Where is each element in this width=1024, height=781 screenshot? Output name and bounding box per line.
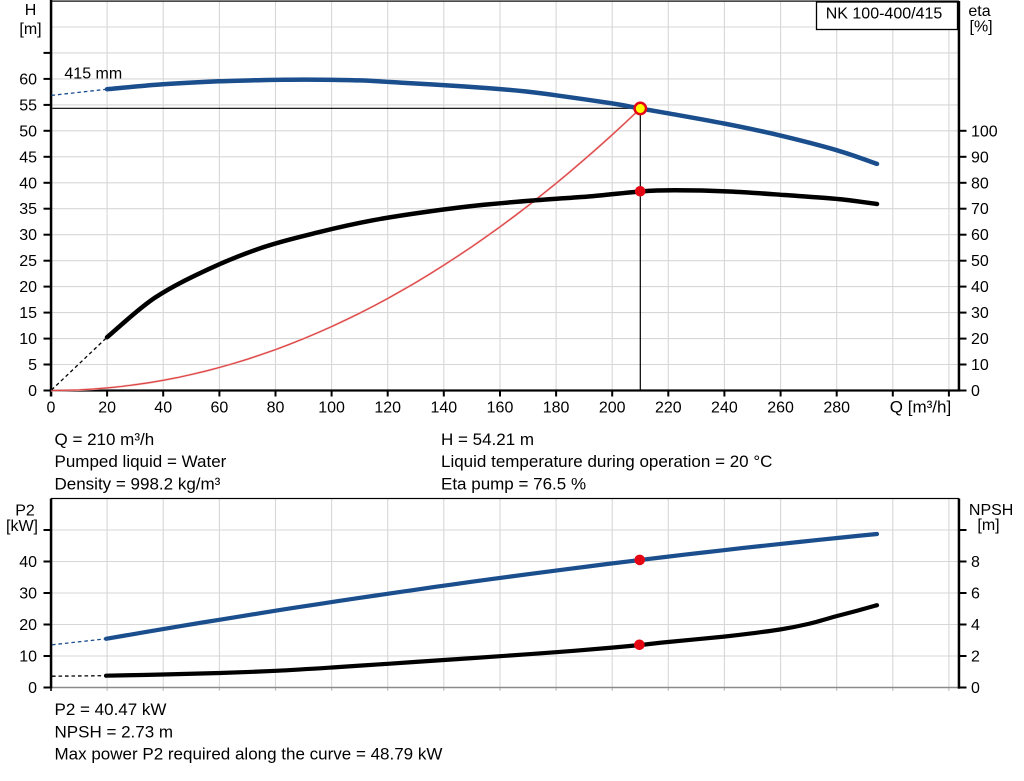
svg-text:55: 55 (19, 97, 37, 114)
svg-text:240: 240 (711, 400, 738, 417)
svg-text:0: 0 (28, 680, 37, 697)
svg-text:60: 60 (19, 71, 37, 88)
svg-text:[m]: [m] (19, 21, 41, 38)
svg-text:30: 30 (19, 586, 37, 603)
svg-text:20: 20 (98, 400, 116, 417)
svg-text:100: 100 (318, 400, 345, 417)
svg-text:H = 54.21 m: H = 54.21 m (441, 430, 534, 449)
svg-text:60: 60 (211, 400, 229, 417)
svg-text:10: 10 (19, 331, 37, 348)
svg-text:Q [m³/h]: Q [m³/h] (890, 398, 951, 417)
svg-text:35: 35 (19, 201, 37, 218)
svg-text:260: 260 (767, 400, 794, 417)
svg-text:50: 50 (19, 123, 37, 140)
svg-text:30: 30 (971, 305, 989, 322)
svg-text:0: 0 (971, 680, 980, 697)
svg-text:50: 50 (971, 253, 989, 270)
svg-text:8: 8 (971, 554, 980, 571)
svg-text:15: 15 (19, 305, 37, 322)
svg-text:40: 40 (19, 175, 37, 192)
svg-text:6: 6 (971, 586, 980, 603)
svg-text:NPSH = 2.73 m: NPSH = 2.73 m (55, 722, 174, 741)
svg-text:100: 100 (971, 123, 998, 140)
svg-text:80: 80 (267, 400, 285, 417)
svg-text:20: 20 (19, 279, 37, 296)
svg-text:20: 20 (19, 617, 37, 634)
svg-text:Liquid temperature during oper: Liquid temperature during operation = 20… (441, 452, 772, 471)
svg-text:90: 90 (971, 149, 989, 166)
svg-text:180: 180 (543, 400, 570, 417)
svg-text:10: 10 (19, 649, 37, 666)
svg-text:0: 0 (28, 383, 37, 400)
svg-text:10: 10 (971, 357, 989, 374)
svg-text:120: 120 (374, 400, 401, 417)
svg-text:Eta pump = 76.5 %: Eta pump = 76.5 % (441, 474, 586, 493)
svg-text:[m]: [m] (977, 517, 999, 534)
svg-text:[kW]: [kW] (6, 518, 38, 535)
svg-text:Density = 998.2 kg/m³: Density = 998.2 kg/m³ (55, 474, 221, 493)
svg-text:eta: eta (968, 3, 990, 20)
svg-text:Pumped liquid = Water: Pumped liquid = Water (55, 452, 227, 471)
svg-text:25: 25 (19, 253, 37, 270)
svg-text:P2: P2 (15, 503, 35, 520)
svg-text:0: 0 (971, 383, 980, 400)
svg-text:280: 280 (823, 400, 850, 417)
svg-text:415 mm: 415 mm (64, 65, 122, 82)
svg-text:40: 40 (971, 279, 989, 296)
svg-text:80: 80 (971, 175, 989, 192)
svg-text:40: 40 (154, 400, 172, 417)
svg-text:200: 200 (599, 400, 626, 417)
svg-text:P2 = 40.47 kW: P2 = 40.47 kW (55, 700, 167, 719)
svg-text:5: 5 (28, 357, 37, 374)
svg-text:NK 100-400/415: NK 100-400/415 (826, 6, 943, 23)
svg-text:45: 45 (19, 149, 37, 166)
svg-text:[%]: [%] (970, 19, 993, 36)
svg-text:2: 2 (971, 649, 980, 666)
svg-text:70: 70 (971, 201, 989, 218)
svg-text:Max power P2 required along th: Max power P2 required along the curve = … (55, 745, 443, 764)
svg-text:0: 0 (47, 400, 56, 417)
svg-text:NPSH: NPSH (969, 502, 1013, 519)
svg-text:60: 60 (971, 227, 989, 244)
svg-text:40: 40 (19, 554, 37, 571)
svg-text:220: 220 (655, 400, 682, 417)
svg-text:30: 30 (19, 227, 37, 244)
svg-text:Q = 210 m³/h: Q = 210 m³/h (55, 430, 155, 449)
svg-text:H: H (25, 2, 37, 19)
svg-text:20: 20 (971, 331, 989, 348)
svg-text:140: 140 (430, 400, 457, 417)
svg-text:4: 4 (971, 617, 980, 634)
svg-text:160: 160 (487, 400, 514, 417)
